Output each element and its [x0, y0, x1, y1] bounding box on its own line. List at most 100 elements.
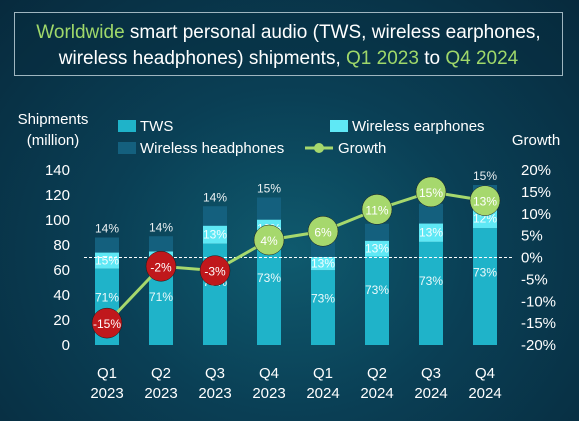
- headphones-share-label: 15%: [473, 169, 497, 183]
- y-tick-right: 20%: [521, 162, 551, 179]
- legend-swatch: [118, 142, 136, 154]
- bar-segment: [149, 236, 173, 252]
- bar-segment: [257, 237, 281, 345]
- growth-marker: [145, 251, 177, 282]
- tws-share-label: 73%: [473, 266, 497, 280]
- growth-marker: [361, 194, 393, 225]
- bar-segment: [365, 240, 389, 257]
- title-line-2-segment: Q4 2024: [445, 48, 519, 69]
- bar-segment: [257, 197, 281, 220]
- legend-label: Wireless earphones: [352, 118, 485, 135]
- bar-segment: [95, 252, 119, 269]
- y-axis-title-left: Shipments: [18, 111, 89, 128]
- y-tick-right: 0%: [521, 250, 543, 267]
- y-tick-left: 80: [53, 237, 70, 254]
- y-tick-right: 5%: [521, 228, 543, 245]
- tws-share-label: 73%: [257, 271, 281, 285]
- growth-marker: [469, 185, 501, 216]
- legend-label: TWS: [140, 118, 173, 135]
- bar-segment: [419, 223, 443, 242]
- title-line-2-segment: Q1 2023: [346, 48, 419, 69]
- x-tick-label: 2024: [306, 385, 339, 402]
- growth-data-label: -15%: [93, 317, 121, 331]
- tws-share-label: 73%: [419, 274, 443, 288]
- growth-data-label: -3%: [204, 265, 226, 279]
- title-line-2-segment: wireless headphones) shipments,: [58, 48, 347, 69]
- legend-swatch: [330, 120, 348, 132]
- legend-swatch: [118, 120, 136, 132]
- y-tick-right: -20%: [521, 337, 556, 354]
- headphones-share-label: 14%: [149, 220, 173, 234]
- y-tick-left: 140: [45, 162, 70, 179]
- tws-share-label: 71%: [95, 291, 119, 305]
- x-tick-label: Q4: [475, 365, 495, 382]
- growth-data-label: 11%: [365, 203, 388, 217]
- growth-marker: [253, 224, 285, 256]
- bar-segment: [365, 256, 389, 345]
- bar-segment: [419, 241, 443, 345]
- x-tick-label: 2023: [90, 385, 123, 402]
- growth-marker: [415, 176, 447, 208]
- y-tick-right: 15%: [521, 184, 551, 201]
- x-tick-label: Q1: [97, 365, 117, 382]
- chart-title-line-1: Worldwide smart personal audio (TWS, wir…: [15, 22, 562, 44]
- legend-label: Growth: [338, 140, 386, 157]
- y-axis-title-right: Growth: [512, 132, 560, 149]
- growth-data-label: 13%: [473, 195, 497, 209]
- x-tick-label: 2024: [414, 385, 447, 402]
- bar-segment: [419, 203, 443, 224]
- y-tick-right: -15%: [521, 315, 556, 332]
- title-line-1-segment: Worldwide: [36, 22, 125, 43]
- x-tick-label: 2024: [468, 385, 501, 402]
- earphones-share-label: 15%: [95, 254, 119, 268]
- earphones-share-label: 13%: [311, 257, 335, 271]
- bar-segment: [311, 270, 335, 345]
- y-tick-left: 40: [53, 287, 70, 304]
- earphones-share-label: 13%: [203, 228, 227, 242]
- bar-segment: [311, 256, 335, 271]
- chart-title-box: Worldwide smart personal audio (TWS, wir…: [14, 12, 563, 76]
- y-tick-left: 0: [62, 337, 70, 354]
- bar-segment: [95, 237, 119, 253]
- y-tick-right: -10%: [521, 293, 556, 310]
- y-tick-left: 20: [53, 312, 70, 329]
- x-tick-label: Q4: [259, 365, 279, 382]
- growth-data-label: 15%: [419, 186, 443, 200]
- growth-marker: [91, 307, 123, 339]
- growth-data-label: -2%: [150, 260, 172, 274]
- x-tick-label: 2024: [360, 385, 393, 402]
- y-tick-right: 10%: [521, 206, 551, 223]
- x-tick-label: Q2: [151, 365, 171, 382]
- growth-data-label: 6%: [314, 225, 332, 239]
- headphones-share-label: 14%: [95, 222, 119, 236]
- growth-marker: [307, 216, 339, 247]
- title-line-2-segment: to: [418, 48, 446, 69]
- y-axis-title-left: (million): [27, 132, 80, 149]
- y-tick-left: 60: [53, 262, 70, 279]
- legend-marker: [314, 143, 324, 153]
- legend-label: Wireless headphones: [140, 140, 284, 157]
- title-line-1-segment: smart personal audio (TWS, wireless earp…: [124, 22, 541, 43]
- tws-share-label: 73%: [311, 292, 335, 306]
- bar-segment: [473, 228, 497, 345]
- tws-share-label: 73%: [365, 283, 389, 297]
- bar-segment: [203, 225, 227, 244]
- x-tick-label: Q3: [421, 365, 441, 382]
- earphones-share-label: 12%: [473, 212, 497, 226]
- chart-title-line-2: wireless headphones) shipments, Q1 2023 …: [15, 48, 562, 70]
- x-tick-label: Q1: [313, 365, 333, 382]
- x-tick-label: Q3: [205, 365, 225, 382]
- x-tick-label: 2023: [144, 385, 177, 402]
- bar-segment: [203, 206, 227, 226]
- headphones-share-label: 15%: [257, 182, 281, 196]
- bar-segment: [311, 241, 335, 257]
- x-tick-label: 2023: [252, 385, 285, 402]
- y-tick-right: -5%: [521, 271, 548, 288]
- x-tick-label: 2023: [198, 385, 231, 402]
- y-tick-left: 100: [45, 212, 70, 229]
- growth-marker: [199, 255, 231, 286]
- y-tick-left: 120: [45, 187, 70, 204]
- growth-data-label: 4%: [260, 234, 278, 248]
- earphones-share-label: 13%: [365, 242, 389, 256]
